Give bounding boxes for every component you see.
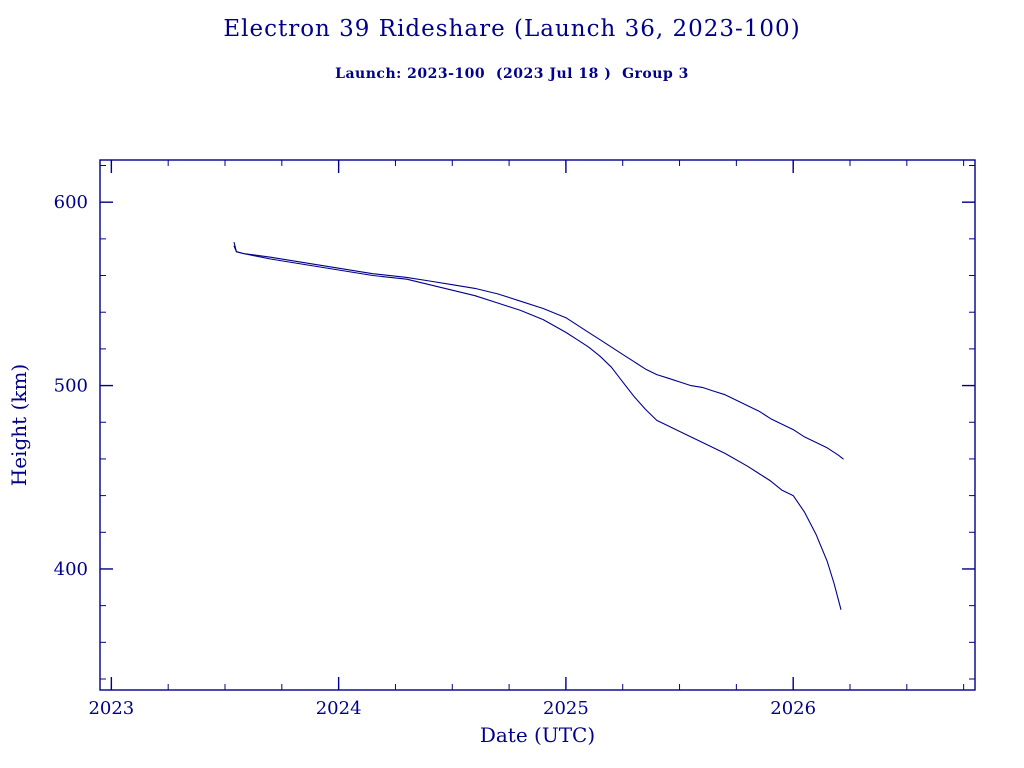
y-axis-tick-label: 500 [54,376,88,397]
y-axis-tick-label: 400 [54,559,88,580]
x-axis-label: Date (UTC) [480,723,595,747]
data-line-series-2-slow-decay [233,245,844,460]
y-axis-label: Height (km) [7,364,31,486]
chart-title: Electron 39 Rideshare (Launch 36, 2023-1… [223,16,801,42]
x-axis-tick-label: 2025 [543,698,589,719]
plot-frame [99,159,976,691]
chart-subtitle: Launch: 2023-100 (2023 Jul 18 ) Group 3 [335,66,689,82]
x-axis-tick-label: 2023 [88,698,134,719]
x-axis-tick-label: 2026 [770,698,816,719]
x-axis-tick-label: 2024 [316,698,362,719]
data-line-series-1-fast-decay [233,241,842,610]
y-axis-tick-label: 600 [54,192,88,213]
